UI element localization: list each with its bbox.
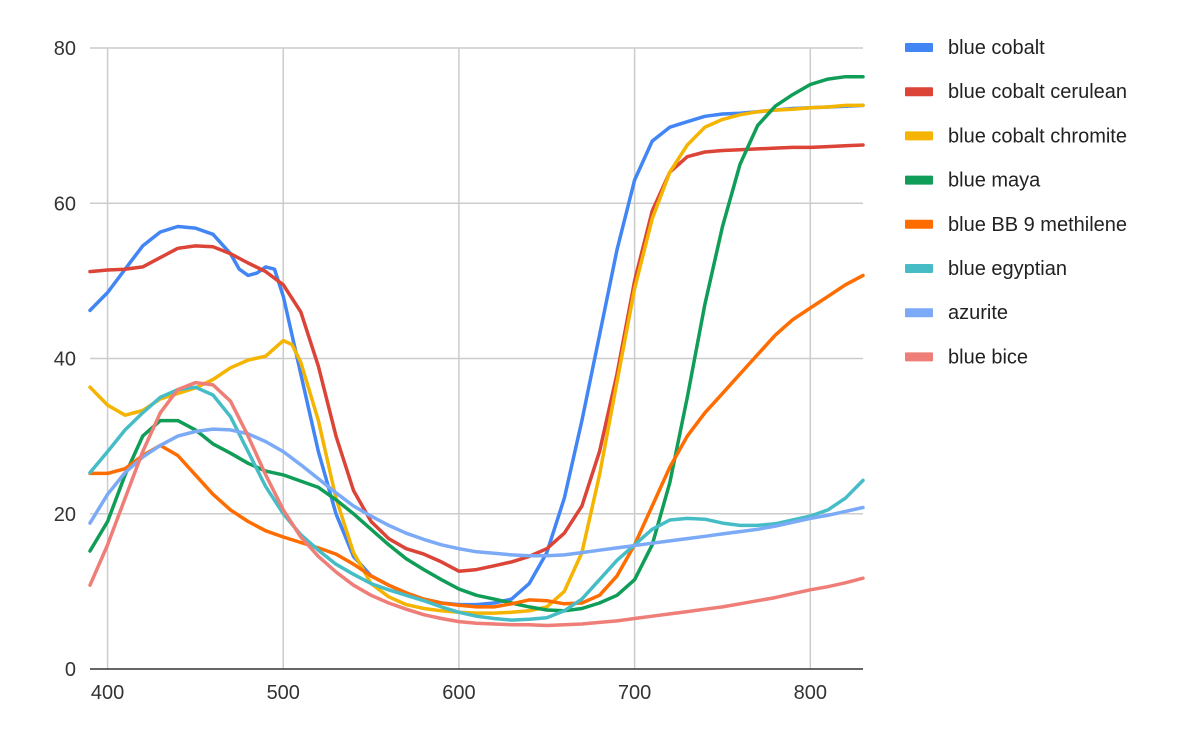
legend-label: blue BB 9 methilene <box>948 214 1127 236</box>
series-line-blue-maya <box>88 74 865 613</box>
legend-item: blue bice <box>905 346 1028 368</box>
series-line-blue-cobalt-cerulean <box>88 143 865 573</box>
y-tick-label: 80 <box>54 38 76 60</box>
legend-swatch <box>905 308 933 318</box>
legend-label: blue cobalt chromite <box>948 125 1127 147</box>
x-tick-label: 700 <box>618 682 651 704</box>
legend-item: blue cobalt <box>905 37 1045 59</box>
legend-swatch <box>905 175 933 185</box>
legend-swatch <box>905 264 933 273</box>
legend: blue cobalt blue cobalt cerulean blue coba… <box>905 37 1127 368</box>
legend-swatch <box>905 352 933 362</box>
grid <box>90 47 863 669</box>
legend-item: blue BB 9 methilene <box>905 214 1127 236</box>
y-tick-label: 0 <box>65 659 76 681</box>
legend-item: blue cobalt cerulean <box>905 81 1127 103</box>
legend-item: azurite <box>905 302 1008 324</box>
legend-item: blue cobalt chromite <box>905 125 1127 147</box>
y-tick-label: 60 <box>54 193 76 215</box>
y-tick-label: 40 <box>54 349 76 371</box>
series-line-blue-bb-9-methilene <box>88 273 865 609</box>
legend-swatch <box>905 43 933 52</box>
series-line-blue-egyptian <box>88 385 865 622</box>
x-tick-label: 800 <box>794 682 827 704</box>
legend-item: blue egyptian <box>905 258 1067 280</box>
legend-swatch <box>905 219 933 229</box>
series-line-blue-bice <box>88 380 865 628</box>
y-tick-label: 20 <box>54 504 76 526</box>
x-tick-label: 600 <box>442 682 475 704</box>
legend-label: blue bice <box>948 346 1028 368</box>
legend-label: blue maya <box>948 170 1041 192</box>
axes: 0 20 40 60 80 400 500 600 700 800 <box>54 38 863 704</box>
x-tick-label: 400 <box>91 682 124 704</box>
legend-label: azurite <box>948 302 1008 324</box>
series-line-azurite <box>88 427 865 558</box>
legend-label: blue egyptian <box>948 258 1067 280</box>
legend-swatch <box>905 131 933 141</box>
legend-item: blue maya <box>905 170 1041 192</box>
legend-swatch <box>905 87 933 97</box>
series-group <box>88 74 865 628</box>
legend-label: blue cobalt <box>948 37 1045 59</box>
legend-label: blue cobalt cerulean <box>948 81 1127 103</box>
x-tick-label: 500 <box>267 682 300 704</box>
